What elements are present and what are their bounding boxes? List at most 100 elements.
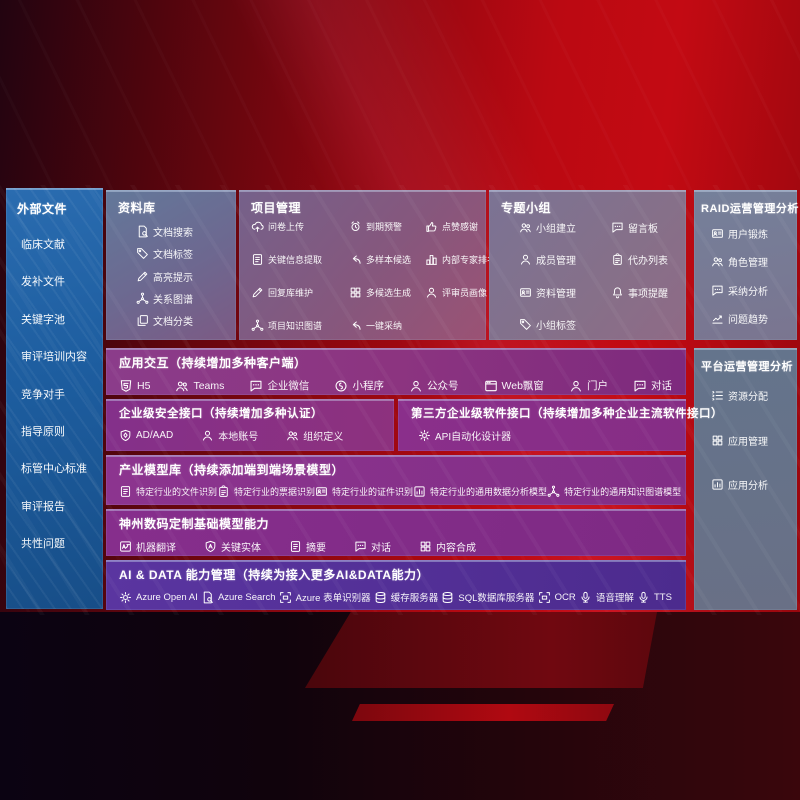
grid-generate-icon — [349, 286, 362, 299]
raid-analysis-list: 用户锻炼 角色管理 采纳分析 问题趋势 — [694, 226, 797, 326]
security-interface-list: AD/AAD 本地账号 组织定义 — [106, 421, 394, 443]
reply-arrow-icon — [349, 253, 362, 266]
third-party-interface-row: 第三方企业级软件接口（持续增加多种企业主流软件接口） API自动化设计器 — [398, 399, 723, 451]
feature-item-label: 留言板 — [628, 224, 658, 235]
project-management-panel: 项目管理 问卷上传 到期预警 点赞感谢 关键信息提取 多样本候选 内部专家排名 … — [239, 190, 496, 340]
feature-item-label: H5 — [137, 379, 151, 392]
app-interaction-row: 应用交互（持续增加多种客户端） H5 Teams 企业微信 小程序 公众号 We… — [106, 348, 686, 395]
feature-item-label: 回复库维护 — [268, 288, 314, 298]
highlight-pen-icon — [251, 286, 264, 299]
feature-item: 组织定义 — [286, 428, 343, 443]
feature-item: 关键信息提取 — [251, 253, 349, 266]
shield-a-icon — [204, 540, 217, 553]
feature-item: 对话 — [633, 378, 672, 393]
feature-item: 采纳分析 — [711, 283, 797, 298]
mini-program-icon — [334, 379, 348, 393]
external-file-item: 审评报告 — [21, 500, 65, 513]
platform-analysis-panel: 平台运营管理分析 资源分配 应用管理 应用分析 — [694, 348, 797, 610]
bbs-board-icon — [611, 221, 624, 234]
feature-item: 到期预警 — [349, 220, 425, 233]
receipt-icon — [217, 485, 230, 498]
list-allocation-icon — [711, 389, 724, 402]
compose-grid-icon — [419, 540, 432, 553]
feature-item-label: 特定行业的通用数据分析模型 — [430, 487, 548, 497]
feature-item-label: 资料管理 — [536, 288, 576, 300]
users-icon — [519, 221, 532, 234]
feature-item: 文档搜索 — [136, 224, 236, 239]
feature-item-label: 缓存服务器 — [390, 593, 439, 604]
feature-item-label: 多样本候选 — [366, 255, 412, 265]
topic-groups-panel: 专题小组 小组建立 留言板 成员管理 代办列表 资料管理 事项提醒 小组标签 — [489, 190, 686, 340]
feature-item-label: 应用管理 — [728, 436, 768, 448]
feature-item: 特定行业的通用知识图谱模型 — [547, 485, 681, 498]
feature-item-label: 应用分析 — [728, 481, 768, 492]
app-grid-icon — [711, 434, 724, 447]
feature-item-label: SQL数据库服务器 — [458, 593, 535, 604]
chat-bubble-icon — [249, 379, 263, 393]
feature-item-label: 小组建立 — [536, 224, 576, 235]
feature-item: 评审员画像 — [425, 286, 496, 299]
photo-archive-icon — [519, 286, 532, 299]
feature-item-label: 资源分配 — [728, 392, 768, 403]
ocr-scan-icon — [538, 591, 551, 604]
feature-item-label: 小程序 — [352, 380, 384, 392]
topic-groups-title: 专题小组 — [501, 201, 552, 215]
users-icon — [286, 429, 299, 442]
feature-item: 应用管理 — [711, 433, 797, 448]
feature-item: 对话 — [354, 539, 391, 554]
feature-item-label: Azure 表单识别器 — [295, 593, 371, 604]
feature-item: 文档分类 — [136, 313, 236, 328]
base-models-title: 神州数码定制基础模型能力 — [119, 517, 270, 531]
feature-item: 缓存服务器 — [374, 590, 439, 604]
feature-item-label: 用户锻炼 — [728, 230, 768, 241]
feature-item-label: 本地账号 — [218, 432, 259, 443]
feature-item-label: 特定行业的通用知识图谱模型 — [564, 487, 682, 497]
knowledge-graph-icon — [547, 485, 560, 498]
feature-item: 小程序 — [334, 378, 384, 393]
base-models-row: 神州数码定制基础模型能力 机器翻译 关键实体 摘要 对话 内容合成 — [106, 509, 686, 556]
platform-analysis-title: 平台运营管理分析 — [701, 361, 793, 373]
feature-item-label: Azure Search — [217, 591, 276, 603]
library-title: 资料库 — [118, 201, 156, 215]
industry-models-row: 产业模型库（持续添加端到端场景模型） 特定行业的文件识别 特定行业的票据识别 特… — [106, 455, 686, 505]
project-management-grid: 问卷上传 到期预警 点赞感谢 关键信息提取 多样本候选 内部专家排名 回复库维护… — [251, 220, 496, 332]
feature-item-label: 关键实体 — [221, 543, 261, 554]
feature-item-label: 多候选生成 — [366, 288, 412, 298]
external-files-list: 临床文献 发补文件 关键字池 审评培训内容 竞争对手 指导原则 标管中心标准 审评报告 共性问题 — [21, 236, 101, 551]
feature-item: 关系图谱 — [136, 291, 236, 306]
feature-item-label: 小组标签 — [536, 320, 576, 332]
server-db-icon — [441, 591, 454, 604]
feature-item-label: 内容合成 — [436, 543, 476, 554]
knowledge-graph-icon — [136, 292, 149, 305]
dialog-icon — [354, 540, 367, 553]
doc-stack-icon — [136, 314, 149, 327]
feature-item-label: 组织定义 — [303, 432, 344, 443]
feature-item-label: Web飘窗 — [501, 380, 544, 392]
feature-item-label: 门户 — [586, 380, 608, 392]
dialog-icon — [633, 379, 647, 393]
user-icon — [425, 286, 438, 299]
external-file-item: 竞争对手 — [21, 388, 65, 401]
feature-item-label: 问卷上传 — [268, 222, 305, 232]
external-file-item: 关键字池 — [21, 313, 65, 326]
feature-item: 问卷上传 — [251, 220, 349, 233]
tag-icon — [519, 318, 532, 331]
h5-badge-icon — [119, 379, 133, 393]
feature-item: Azure Search — [201, 591, 276, 604]
doc-extract-icon — [119, 485, 132, 498]
security-interface-title: 企业级安全接口（持续增加多种认证） — [119, 408, 323, 420]
feature-item-label: 一键采纳 — [366, 321, 403, 331]
base-models-list: 机器翻译 关键实体 摘要 对话 内容合成 — [106, 532, 686, 554]
feature-item: 用户锻炼 — [711, 226, 797, 241]
external-files-panel: 外部文件 临床文献 发补文件 关键字池 审评培训内容 竞争对手 指导原则 标管中心标准 审评报… — [6, 188, 103, 609]
feature-item: 应用分析 — [711, 477, 797, 492]
feature-item-label: 对话 — [371, 543, 391, 554]
feature-item: 留言板 — [611, 220, 686, 235]
feature-item: 特定行业的通用数据分析模型 — [413, 485, 547, 498]
feature-item: 机器翻译 — [119, 539, 176, 554]
feature-item-label: 对话 — [651, 380, 672, 392]
monitor-stand — [305, 612, 657, 688]
feature-item-label: 特定行业的文件识别 — [136, 487, 218, 497]
feature-item: 内容合成 — [419, 539, 476, 554]
